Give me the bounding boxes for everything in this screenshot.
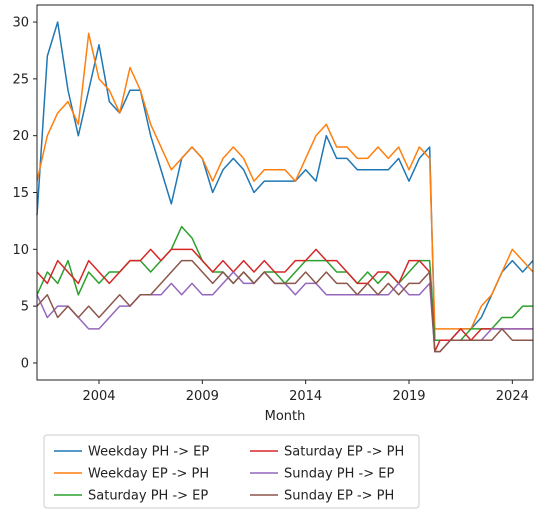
- y-tick-label: 20: [12, 129, 29, 144]
- legend: Weekday PH -> EP Weekday EP -> PH Saturday…: [43, 434, 420, 509]
- x-axis-title: Month: [265, 409, 306, 424]
- x-axis: 2004 2009 2014 2019 2024: [82, 380, 529, 404]
- x-tick-label: 2019: [392, 389, 425, 404]
- x-tick-label: 2009: [186, 389, 219, 404]
- legend-box: [43, 434, 420, 509]
- y-tick-label: 5: [21, 300, 29, 315]
- x-tick-label: 2014: [289, 389, 322, 404]
- x-tick-label: 2024: [496, 389, 529, 404]
- legend-entry-label: Saturday PH -> EP: [88, 489, 208, 504]
- legend-entry-label: Saturday EP -> PH: [284, 445, 404, 460]
- legend-entry-label: Weekday PH -> EP: [88, 445, 209, 460]
- series-layer: [36, 21, 534, 353]
- y-tick-label: 10: [12, 243, 29, 258]
- y-axis: 0 5 10 15 20 25 30: [12, 16, 37, 371]
- series-line-6: [36, 259, 533, 353]
- series-line-2: [36, 32, 534, 330]
- y-tick-label: 25: [12, 72, 29, 87]
- y-tick-label: 0: [21, 356, 29, 371]
- legend-entry-label: Sunday PH -> EP: [284, 467, 394, 482]
- legend-entry-label: Weekday EP -> PH: [88, 467, 209, 482]
- series-line-4: [36, 248, 533, 353]
- legend-entry-label: Sunday EP -> PH: [284, 489, 394, 504]
- y-tick-label: 30: [12, 16, 29, 31]
- y-tick-label: 15: [12, 186, 29, 201]
- x-tick-label: 2004: [82, 389, 115, 404]
